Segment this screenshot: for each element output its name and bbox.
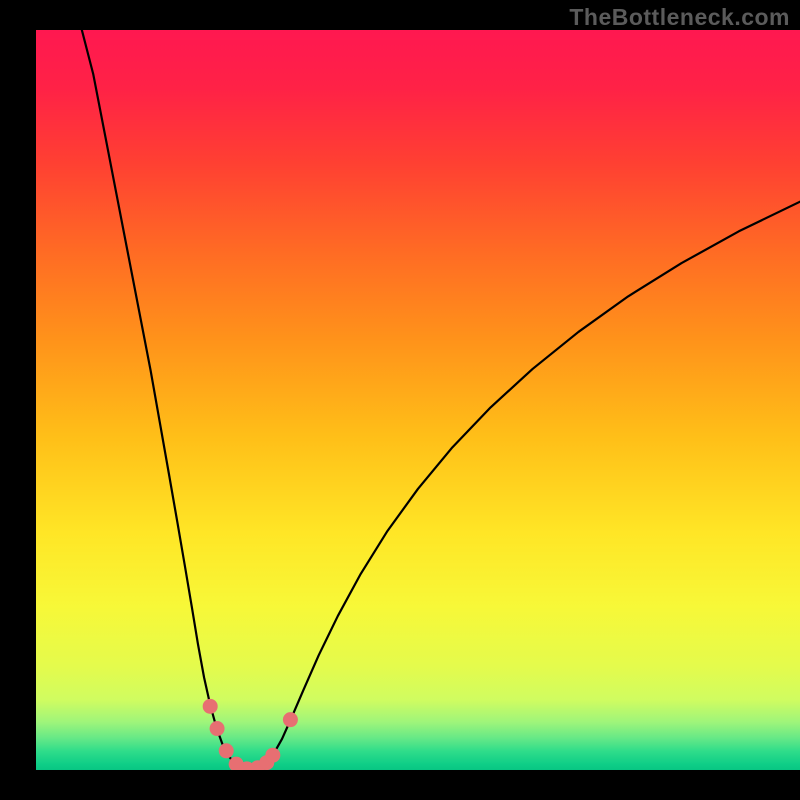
chart-frame: TheBottleneck.com — [0, 0, 800, 800]
data-marker — [283, 712, 298, 727]
data-marker — [265, 748, 280, 763]
chart-svg — [36, 30, 800, 770]
data-marker — [210, 721, 225, 736]
watermark-label: TheBottleneck.com — [569, 4, 790, 31]
bottleneck-curve-right — [253, 202, 800, 770]
data-marker — [203, 699, 218, 714]
data-marker — [219, 743, 234, 758]
plot-area — [36, 30, 800, 770]
bottleneck-curve-left — [82, 30, 253, 769]
